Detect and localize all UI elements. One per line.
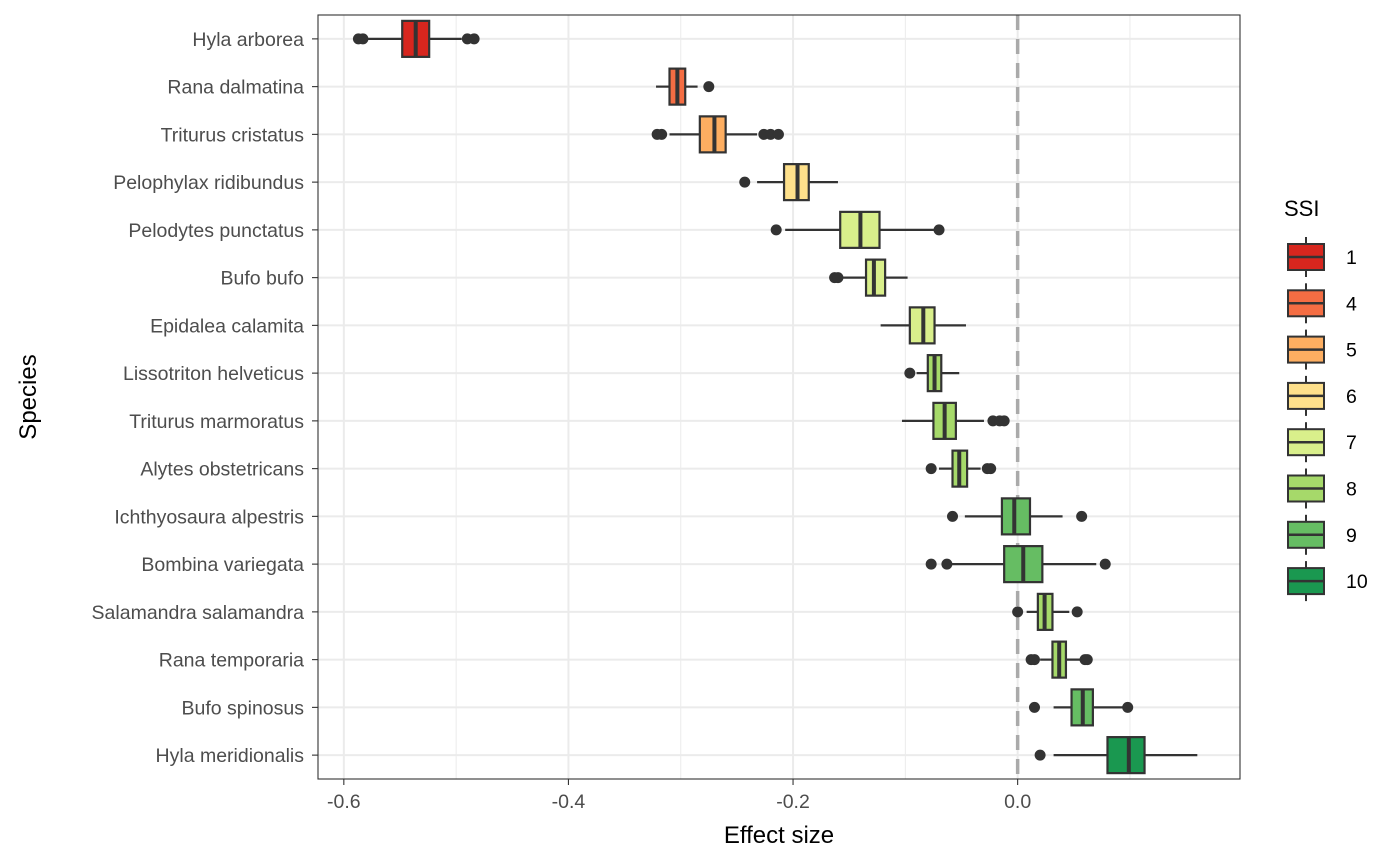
box-triturus-marmoratus (901, 401, 1010, 440)
outlier-point (1081, 654, 1093, 666)
outlier-point (1122, 701, 1134, 713)
y-tick-label: Rana temporaria (159, 650, 304, 672)
legend-item-label: 9 (1346, 525, 1357, 547)
legend-item-label: 10 (1346, 571, 1368, 593)
box-rana-temporaria (1025, 640, 1093, 679)
x-axis: -0.6 -0.4 -0.2 0.0 (327, 779, 1031, 813)
legend-item-label: 6 (1346, 386, 1357, 408)
outlier-point (1076, 510, 1088, 522)
legend-item-label: 4 (1346, 293, 1357, 315)
legend-item-8: 8 (1287, 468, 1357, 509)
y-tick-label: Salamandra salamandra (92, 602, 305, 624)
legend-item-9: 9 (1287, 514, 1357, 555)
y-tick-label: Epidalea calamita (150, 315, 304, 337)
y-tick-label: Triturus cristatus (161, 124, 305, 146)
y-tick-label: Bufo bufo (221, 268, 305, 290)
legend-item-4: 4 (1287, 283, 1357, 324)
outlier-point (985, 463, 997, 475)
box-hyla-arborea (352, 19, 480, 58)
y-tick-label: Bufo spinosus (182, 697, 305, 719)
y-tick-label: Triturus marmoratus (129, 411, 304, 433)
box-iqr (1106, 736, 1146, 775)
outlier-point (739, 176, 751, 188)
outlier-point (1071, 606, 1083, 618)
x-tick-label: -0.2 (776, 791, 810, 813)
box-lissotriton-helveticus (904, 354, 960, 393)
box-triturus-cristatus (651, 115, 784, 154)
outlier-point (925, 558, 937, 570)
y-tick-label: Bombina variegata (141, 554, 304, 576)
box-bombina-variegata (925, 545, 1111, 584)
outlier-point (772, 128, 784, 140)
outlier-point (357, 33, 369, 45)
box-bufo-bufo (829, 258, 908, 297)
x-axis-title: Effect size (724, 822, 834, 849)
x-tick-label: -0.4 (552, 791, 586, 813)
outlier-point (925, 463, 937, 475)
y-tick-label: Lissotriton helveticus (123, 363, 304, 385)
legend-item-7: 7 (1287, 422, 1357, 463)
box-ichthyosaura-alpestris (947, 497, 1088, 536)
outlier-point (832, 272, 844, 284)
outlier-point (941, 558, 953, 570)
box-bufo-spinosus (1028, 688, 1134, 727)
x-tick-label: -0.6 (327, 791, 361, 813)
y-tick-label: Rana dalmatina (167, 77, 304, 99)
legend-item-label: 5 (1346, 340, 1357, 362)
outlier-point (1099, 558, 1111, 570)
legend-item-label: 8 (1346, 479, 1357, 501)
box-rana-dalmatina (656, 67, 715, 106)
legend-item-1: 1 (1287, 237, 1357, 277)
y-tick-label: Pelodytes punctatus (128, 220, 304, 242)
y-tick-label: Hyla arborea (192, 29, 304, 51)
outlier-point (770, 224, 782, 236)
legend: SSI 1 4 5 6 7 8 9 10 (1284, 196, 1368, 602)
outlier-point (904, 367, 916, 379)
outlier-point (703, 81, 715, 93)
y-tick-label: Alytes obstetricans (140, 459, 304, 481)
plot-panel-border (317, 14, 1241, 780)
box-pelophylax-ridibundus (739, 163, 838, 202)
boxplot-series (352, 15, 1198, 779)
box-pelodytes-punctatus (770, 210, 945, 249)
outlier-point (1034, 749, 1046, 761)
box-hyla-meridionalis (1034, 736, 1198, 775)
outlier-point (947, 510, 959, 522)
y-tick-label: Pelophylax ridibundus (113, 172, 304, 194)
legend-title: SSI (1284, 196, 1319, 221)
y-axis-title: Species (15, 354, 42, 439)
legend-item-label: 1 (1346, 247, 1357, 269)
outlier-point (1028, 654, 1040, 666)
y-tick-label: Hyla meridionalis (156, 745, 305, 767)
legend-item-6: 6 (1287, 375, 1357, 416)
legend-item-10: 10 (1287, 561, 1368, 602)
outlier-point (656, 128, 668, 140)
outlier-point (998, 415, 1010, 427)
outlier-point (1028, 701, 1040, 713)
y-tick-label: Ichthyosaura alpestris (114, 506, 304, 528)
legend-item-label: 7 (1346, 432, 1357, 454)
legend-item-5: 5 (1287, 329, 1357, 370)
box-alytes-obstetricans (925, 449, 997, 488)
box-epidalea-calamita (880, 306, 966, 345)
outlier-point (765, 128, 777, 140)
x-tick-label: 0.0 (1004, 791, 1031, 813)
outlier-point (468, 33, 480, 45)
box-salamandra-salamandra (1012, 592, 1083, 631)
y-axis: Hyla meridionalis Bufo spinosus Rana tempo… (92, 29, 318, 767)
outlier-point (933, 224, 945, 236)
outlier-point (1012, 606, 1024, 618)
